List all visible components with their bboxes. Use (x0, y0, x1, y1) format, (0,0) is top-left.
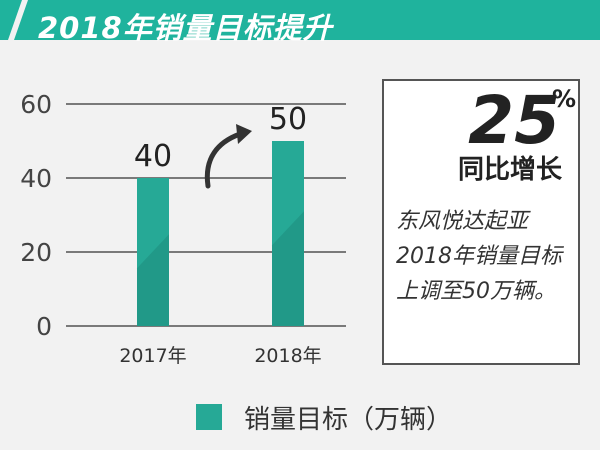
growth-arrow-head-icon (236, 124, 252, 144)
y-tick-label-0: 0 (36, 312, 52, 341)
y-tick-label-2: 40 (20, 164, 52, 193)
growth-label: 同比增长 (457, 155, 562, 185)
bar-shade-1 (272, 211, 304, 326)
description-line-1: 东风悦达起亚 (396, 209, 529, 234)
data-label-1: 50 (269, 102, 307, 137)
data-label-0: 40 (134, 139, 172, 174)
growth-percent-value: 25 (468, 82, 560, 159)
y-tick-label-1: 20 (20, 238, 52, 267)
x-tick-label-0: 2017年 (119, 345, 186, 367)
bar-shade-0 (137, 234, 169, 326)
description-line-2: 2018年销量目标 (396, 244, 562, 269)
legend-label: 销量目标（万辆） (244, 405, 453, 435)
page-title: 2018年销量目标提升 (38, 11, 333, 45)
bar-chart: 0 20 40 60 40 2017年 50 2018年 (20, 90, 346, 367)
info-box: 25 % 同比增长 东风悦达起亚 2018年销量目标 上调至50万辆。 (382, 79, 580, 365)
x-tick-label-1: 2018年 (254, 345, 321, 367)
legend-swatch (196, 404, 222, 430)
growth-percent: 25 % (468, 81, 576, 161)
title-banner: 2018年销量目标提升 (0, 0, 600, 48)
growth-arrow-icon (204, 131, 243, 189)
y-tick-label-3: 60 (20, 90, 52, 119)
banner-shape (0, 0, 600, 40)
percent-sign: % (551, 85, 576, 113)
description-line-3: 上调至50万辆。 (396, 279, 556, 304)
